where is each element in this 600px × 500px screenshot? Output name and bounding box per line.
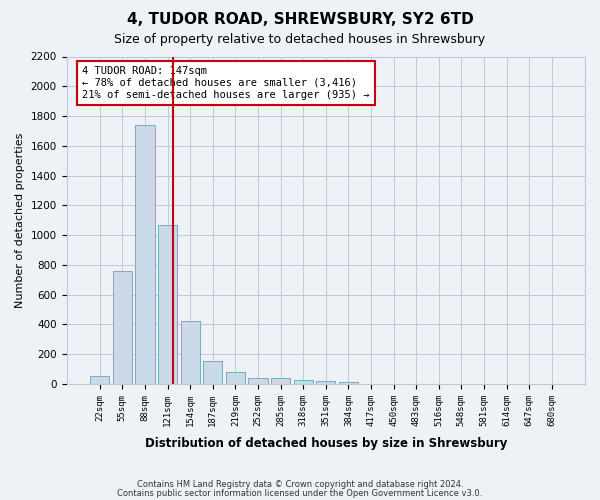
Bar bbox=[226, 372, 245, 384]
Text: 4, TUDOR ROAD, SHREWSBURY, SY2 6TD: 4, TUDOR ROAD, SHREWSBURY, SY2 6TD bbox=[127, 12, 473, 28]
Bar bbox=[158, 224, 177, 384]
Text: Size of property relative to detached houses in Shrewsbury: Size of property relative to detached ho… bbox=[115, 32, 485, 46]
Bar bbox=[113, 271, 132, 384]
X-axis label: Distribution of detached houses by size in Shrewsbury: Distribution of detached houses by size … bbox=[145, 437, 507, 450]
Text: 4 TUDOR ROAD: 147sqm
← 78% of detached houses are smaller (3,416)
21% of semi-de: 4 TUDOR ROAD: 147sqm ← 78% of detached h… bbox=[82, 66, 370, 100]
Bar bbox=[271, 378, 290, 384]
Bar bbox=[293, 380, 313, 384]
Text: Contains HM Land Registry data © Crown copyright and database right 2024.: Contains HM Land Registry data © Crown c… bbox=[137, 480, 463, 489]
Bar bbox=[316, 381, 335, 384]
Bar bbox=[248, 378, 268, 384]
Bar bbox=[339, 382, 358, 384]
Text: Contains public sector information licensed under the Open Government Licence v3: Contains public sector information licen… bbox=[118, 488, 482, 498]
Bar bbox=[90, 376, 109, 384]
Bar bbox=[181, 322, 200, 384]
Bar bbox=[203, 361, 223, 384]
Bar bbox=[136, 125, 155, 384]
Y-axis label: Number of detached properties: Number of detached properties bbox=[15, 132, 25, 308]
